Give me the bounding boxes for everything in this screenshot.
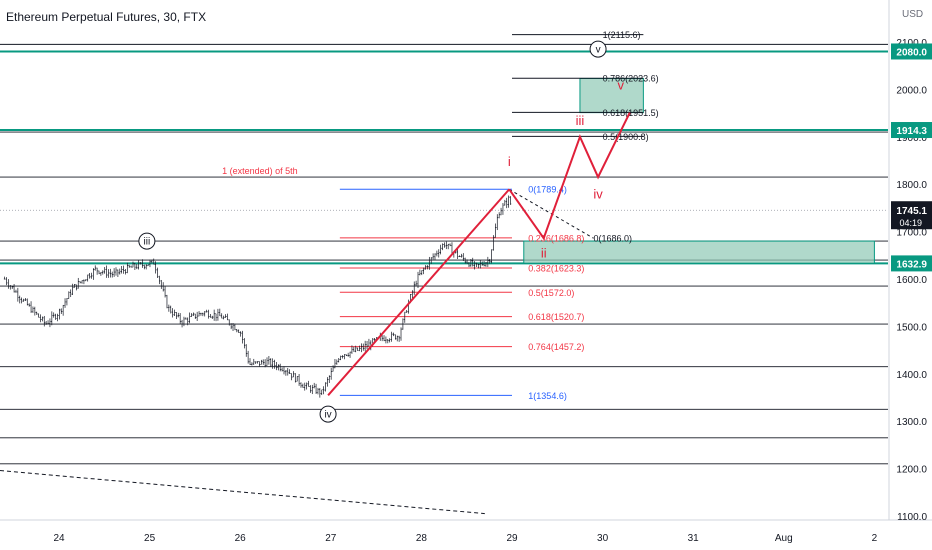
time-tick-label: 29	[506, 533, 518, 544]
wave-circle	[319, 405, 337, 423]
price-tick-label: 1100.0	[897, 512, 927, 523]
projection-label: 0(1686.0)	[594, 234, 633, 244]
teal-price-badge-label: 1632.9	[896, 259, 927, 270]
teal-price-badge	[891, 43, 932, 60]
wave-label-circled: v	[596, 45, 601, 56]
fib-extension-label: 1(2115.6)	[603, 30, 641, 40]
time-tick-label: 25	[144, 533, 156, 544]
time-tick-label: 28	[416, 533, 428, 544]
fib-level-label: 0(1789.4)	[528, 185, 567, 195]
time-tick-label: 26	[235, 533, 247, 544]
price-tick-label: 1300.0	[896, 417, 927, 428]
teal-price-badge	[891, 255, 932, 272]
time-tick-label: 27	[325, 533, 337, 544]
teal-price-badge-label: 2080.0	[896, 47, 927, 58]
price-tick-label: 1600.0	[896, 275, 927, 286]
fib-extension-label: 0.786(2023.6)	[603, 74, 659, 84]
price-tick-label: 2000.0	[896, 85, 927, 96]
fib-extension-label: 0.5(1900.8)	[603, 132, 649, 142]
time-tick-label: 2	[872, 533, 878, 544]
fib-extension-label: 0.618(1951.5)	[603, 108, 659, 118]
wave-projection-line	[508, 112, 631, 241]
wave-label: v	[617, 77, 624, 92]
time-tick-label: Aug	[775, 533, 793, 544]
price-tick-label: 1200.0	[896, 465, 927, 476]
time-tick-label: 31	[688, 533, 700, 544]
wave-label: i	[508, 154, 511, 169]
teal-price-badge-label: 1914.3	[896, 126, 927, 137]
current-price-label: 1745.1	[896, 206, 927, 217]
chart-title: Ethereum Perpetual Futures, 30, FTX	[6, 10, 207, 24]
wave-circle	[589, 40, 607, 58]
time-tick-label: 24	[53, 533, 65, 544]
price-axis-unit: USD	[902, 9, 924, 20]
fib-title: 1 (extended) of 5th	[222, 166, 298, 176]
dashed-trendline	[0, 470, 485, 515]
wave-circle	[138, 232, 156, 250]
price-tick-label: 1400.0	[896, 370, 927, 381]
wave-label-circled: iv	[324, 410, 331, 421]
fib-level-label: 0.764(1457.2)	[528, 342, 584, 352]
fib-level-label: 0.5(1572.0)	[528, 288, 574, 298]
price-tick-label: 1500.0	[896, 322, 927, 333]
target-zone	[523, 240, 875, 264]
price-tick-label: 1900.0	[896, 133, 927, 144]
countdown-label: 04:19	[899, 218, 922, 228]
wave-label: ii	[541, 246, 547, 261]
target-zone	[579, 77, 644, 114]
fib-level-label: 0.382(1623.3)	[528, 263, 584, 273]
wave-label: iii	[576, 113, 585, 128]
fib-level-label: 0.236(1686.8)	[528, 233, 584, 243]
teal-price-badge	[891, 122, 932, 139]
fib-level-label: 0.618(1520.7)	[528, 312, 584, 322]
price-tick-label: 1700.0	[896, 228, 927, 239]
current-price-badge	[891, 201, 932, 230]
wave-impulse-line	[327, 188, 511, 396]
wave-label: iv	[593, 186, 603, 201]
fib-level-label: 1(1354.6)	[528, 391, 567, 401]
wave-label-circled: iii	[144, 237, 151, 248]
time-tick-label: 30	[597, 533, 609, 544]
price-tick-label: 1800.0	[896, 180, 927, 191]
